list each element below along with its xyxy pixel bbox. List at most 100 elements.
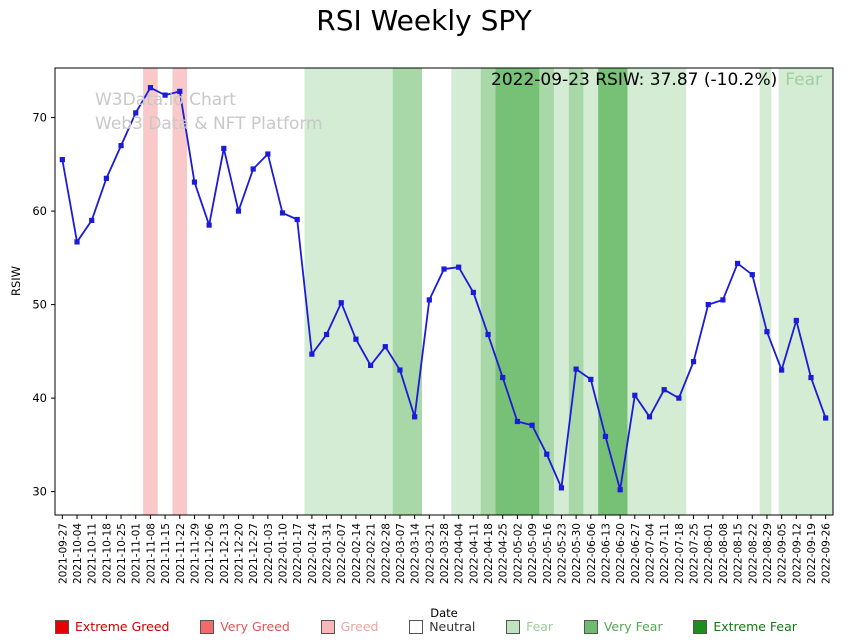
x-tick-label: 2022-04-18 xyxy=(483,523,495,584)
annotation: 2022-09-23 RSIW: 37.87 (-10.2%) Fear xyxy=(491,70,822,90)
sentiment-band-greed xyxy=(172,68,188,515)
rsi-marker xyxy=(235,208,242,214)
x-tick-label: 2022-07-11 xyxy=(659,523,671,584)
x-tick-label: 2021-11-08 xyxy=(145,523,157,584)
x-tick-label: 2022-07-25 xyxy=(689,523,701,584)
rsi-marker xyxy=(617,487,623,493)
x-tick-label: 2022-01-03 xyxy=(263,523,275,584)
rsi-marker xyxy=(426,297,432,303)
rsi-marker xyxy=(602,433,609,440)
x-tick-label: 2022-08-15 xyxy=(733,523,745,584)
x-tick-label: 2022-03-14 xyxy=(410,523,422,584)
rsi-marker xyxy=(118,143,124,149)
x-tick-label: 2022-08-22 xyxy=(747,523,759,584)
plot-border xyxy=(54,67,834,516)
rsi-marker xyxy=(162,92,168,98)
rsi-marker xyxy=(793,317,799,324)
rsi-marker xyxy=(250,166,256,172)
rsi-marker xyxy=(573,366,579,372)
x-tick-label: 2022-08-29 xyxy=(762,523,774,584)
x-tick-label: 2022-04-04 xyxy=(454,523,466,584)
x-tick-label: 2021-10-04 xyxy=(72,523,84,584)
x-tick-label: 2021-10-25 xyxy=(116,523,128,584)
x-tick-label: 2022-01-10 xyxy=(278,523,290,584)
x-tick-label: 2021-10-18 xyxy=(101,523,113,584)
legend-swatch-very-fear xyxy=(583,619,598,634)
sentiment-band-very_fear xyxy=(568,68,584,515)
rsi-marker xyxy=(588,376,594,383)
sentiment-band-fear xyxy=(304,68,393,515)
legend-swatch-fear xyxy=(506,619,521,634)
rsi-marker xyxy=(338,300,344,306)
x-tick-label: 2022-01-31 xyxy=(322,523,334,584)
x-tick-label: 2021-11-22 xyxy=(175,523,187,584)
x-tick-label: 2022-03-28 xyxy=(439,523,451,584)
sentiment-band-fear xyxy=(554,68,569,515)
legend-item-very-greed: Very Greed xyxy=(200,619,290,634)
rsi-marker xyxy=(734,260,741,267)
rsi-marker xyxy=(808,374,814,381)
rsi-marker xyxy=(529,422,535,428)
rsi-marker xyxy=(441,266,447,272)
rsi-marker xyxy=(323,331,330,338)
sentiment-band-fear xyxy=(451,68,481,515)
x-tick-label: 2022-06-20 xyxy=(615,523,627,584)
legend-item-extreme-greed: Extreme Greed xyxy=(55,619,169,634)
legend-swatch-extreme-fear xyxy=(693,619,708,634)
rsi-marker xyxy=(133,110,139,116)
rsi-marker xyxy=(147,85,154,91)
x-tick-label: 2022-05-30 xyxy=(571,523,583,584)
rsi-marker xyxy=(558,485,565,491)
legend-item-extreme-fear: Extreme Fear xyxy=(693,619,797,634)
rsi-marker xyxy=(59,157,65,163)
x-tick-label: 2022-06-27 xyxy=(630,523,642,584)
x-tick-label: 2021-12-06 xyxy=(204,523,216,584)
rsi-marker xyxy=(353,336,359,342)
legend-swatch-extreme-greed xyxy=(55,619,69,634)
rsi-marker xyxy=(294,216,300,223)
rsi-marker xyxy=(382,344,388,350)
y-tick-label: 40 xyxy=(32,391,47,405)
sentiment-band-extreme_fear xyxy=(598,68,628,515)
rsi-marker xyxy=(412,414,418,420)
legend-swatch-greed xyxy=(320,619,335,634)
rsi-marker xyxy=(646,414,653,420)
rsi-marker xyxy=(470,289,476,296)
y-tick-label: 60 xyxy=(32,204,47,218)
x-tick-label: 2022-04-11 xyxy=(468,523,480,584)
x-tick-label: 2022-02-21 xyxy=(366,523,378,584)
x-tick-label: 2022-08-01 xyxy=(703,523,715,584)
sentiment-band-fear xyxy=(627,68,687,515)
rsi-marker xyxy=(368,362,374,368)
legend-item-greed: Greed xyxy=(320,619,379,634)
x-tick-label: 2022-02-28 xyxy=(380,523,392,584)
rsi-marker xyxy=(632,392,638,398)
rsi-marker xyxy=(177,88,183,94)
x-tick-label: 2022-05-16 xyxy=(542,523,554,584)
y-axis-label: RSIW xyxy=(9,265,23,297)
legend-label: Very Greed xyxy=(220,619,290,634)
x-tick-label: 2022-01-17 xyxy=(292,523,304,584)
x-tick-label: 2021-11-01 xyxy=(131,523,143,584)
x-tick-label: 2021-11-15 xyxy=(160,523,172,584)
rsi-marker xyxy=(690,359,697,365)
legend-item-neutral: Neutral xyxy=(409,619,475,634)
rsi-marker xyxy=(309,351,315,357)
legend-label: Extreme Greed xyxy=(75,619,170,634)
chart-title: RSI Weekly SPY xyxy=(316,4,532,37)
rsi-marker xyxy=(779,367,785,373)
x-tick-label: 2021-12-13 xyxy=(219,523,231,584)
x-tick-label: 2022-06-13 xyxy=(600,523,612,584)
rsi-marker xyxy=(544,451,550,457)
x-tick-label: 2022-04-25 xyxy=(498,523,510,584)
legend-item-very-fear: Very Fear xyxy=(583,619,663,634)
legend-label: Greed xyxy=(340,619,379,634)
legend: Extreme Greed Very Greed Greed Neutral F… xyxy=(55,619,797,634)
rsi-marker xyxy=(397,367,403,373)
rsi-marker xyxy=(221,145,227,152)
sentiment-band-greed xyxy=(143,68,158,515)
x-tick-label: 2022-05-09 xyxy=(527,523,539,584)
legend-label: Extreme Fear xyxy=(713,619,797,634)
x-tick-label: 2022-08-08 xyxy=(718,523,730,584)
